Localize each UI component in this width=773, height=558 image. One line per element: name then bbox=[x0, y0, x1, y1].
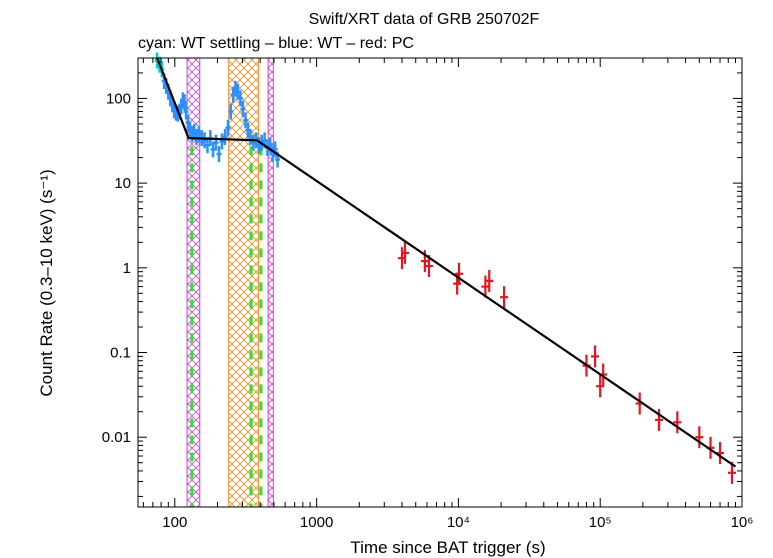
pc-point-1 bbox=[400, 241, 409, 264]
pc-point-16 bbox=[695, 426, 704, 449]
wt-point-26 bbox=[219, 133, 225, 150]
pc-point-14 bbox=[655, 408, 664, 431]
y-tick-label: 10 bbox=[114, 175, 131, 192]
wt-point-12 bbox=[183, 103, 189, 120]
pc-point-10 bbox=[591, 345, 600, 368]
wt-point-46 bbox=[272, 141, 278, 158]
wt-point-28 bbox=[225, 119, 231, 136]
pc-point-8 bbox=[500, 286, 509, 309]
wt-point-27 bbox=[222, 129, 228, 146]
pc-point-15 bbox=[673, 411, 682, 434]
wt-point-20 bbox=[202, 132, 208, 149]
chart-subtitle: cyan: WT settling – blue: WT – red: PC bbox=[138, 35, 414, 52]
plot-frame bbox=[137, 57, 743, 508]
wt-point-11 bbox=[181, 94, 187, 111]
x-axis-ticks: 100 1000 10⁴ 10⁵ 10⁶ bbox=[142, 58, 754, 531]
y-tick-label: 1 bbox=[123, 260, 131, 277]
y-axis-ticks: 100 10 1 0.1 0.01 bbox=[102, 57, 742, 497]
x-tick-label: 10⁴ bbox=[447, 514, 470, 531]
y-axis-label: Count Rate (0.3–10 keV) (s⁻¹) bbox=[37, 169, 56, 396]
x-tick-label: 10⁶ bbox=[731, 514, 754, 531]
wt-point-34 bbox=[240, 100, 246, 117]
wt-point-24 bbox=[213, 134, 219, 151]
model-line bbox=[156, 57, 737, 468]
pc-point-11 bbox=[596, 375, 605, 398]
y-tick-label: 100 bbox=[106, 90, 131, 107]
x-tick-label: 10⁵ bbox=[589, 514, 612, 531]
x-tick-label: 1000 bbox=[300, 514, 333, 531]
wt-point-25 bbox=[216, 146, 222, 163]
flare-window-3 bbox=[267, 57, 274, 508]
pc-point-6 bbox=[481, 275, 490, 298]
pc-point-7 bbox=[485, 269, 494, 292]
wt-point-33 bbox=[237, 90, 243, 107]
y-tick-label: 0.01 bbox=[102, 429, 131, 446]
x-axis-label: Time since BAT trigger (s) bbox=[350, 538, 545, 557]
pc-point-5 bbox=[455, 262, 464, 285]
chart-title: Swift/XRT data of GRB 250702F bbox=[309, 11, 540, 28]
wt-point-35 bbox=[242, 112, 248, 129]
shaded-regions bbox=[186, 57, 274, 508]
y-tick-label: 0.1 bbox=[110, 345, 131, 362]
flare-window-2 bbox=[228, 57, 260, 508]
x-tick-label: 100 bbox=[162, 514, 187, 531]
model-fit bbox=[156, 57, 737, 468]
wt-point-29 bbox=[228, 103, 234, 120]
